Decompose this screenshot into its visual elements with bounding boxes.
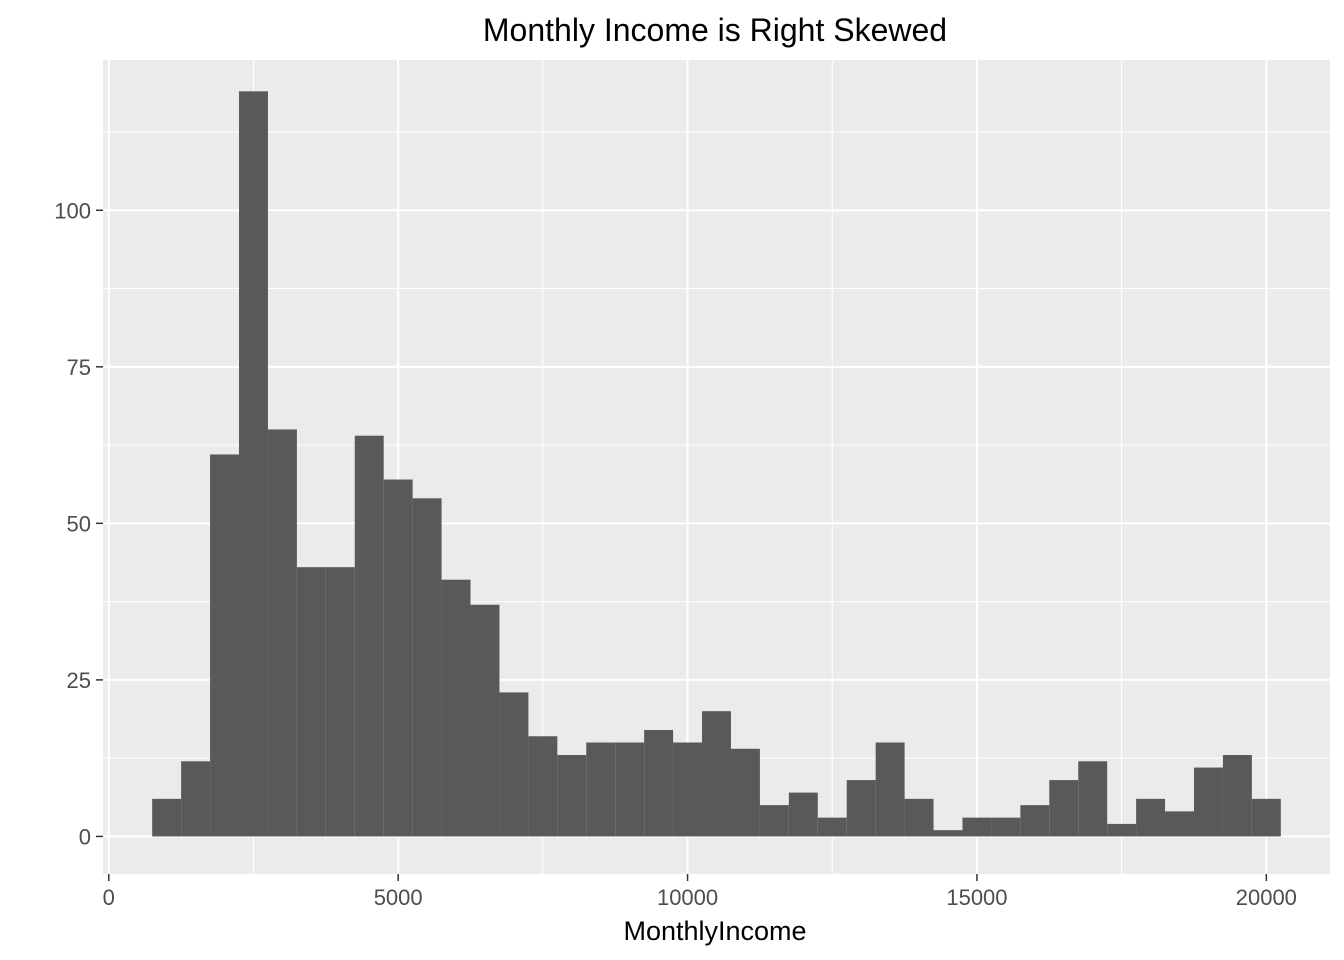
histogram-bar xyxy=(325,567,355,837)
histogram-bar xyxy=(962,817,992,837)
histogram-bar xyxy=(817,817,847,837)
histogram-bar xyxy=(759,805,789,837)
histogram-bar xyxy=(470,604,500,837)
minor-gridlines xyxy=(103,60,1330,874)
y-tick-label: 0 xyxy=(79,824,91,849)
histogram-bar xyxy=(296,567,326,837)
histogram-bar xyxy=(730,748,760,837)
histogram-bar xyxy=(644,729,674,837)
histogram-bar xyxy=(875,742,905,837)
histogram-bar xyxy=(210,454,240,837)
histogram-bar xyxy=(933,830,963,837)
chart-title: Monthly Income is Right Skewed xyxy=(483,12,947,48)
histogram-bar xyxy=(181,761,211,837)
histogram-bar xyxy=(904,798,934,837)
histogram-bar xyxy=(1078,761,1108,837)
histogram-bar xyxy=(788,792,818,837)
x-axis-label: MonthlyIncome xyxy=(623,916,806,946)
x-tick-label: 20000 xyxy=(1236,885,1297,910)
histogram-bar xyxy=(615,742,645,837)
y-tick-label: 25 xyxy=(67,668,91,693)
histogram-bars xyxy=(152,91,1281,837)
x-tick-label: 5000 xyxy=(374,885,423,910)
x-tick-label: 15000 xyxy=(946,885,1007,910)
y-tick-label: 100 xyxy=(54,198,91,223)
histogram-bar xyxy=(1222,755,1252,837)
x-tick-label: 0 xyxy=(103,885,115,910)
histogram-bar xyxy=(1193,767,1223,837)
histogram-bar xyxy=(152,798,182,837)
histogram-bar xyxy=(239,91,268,837)
histogram-bar xyxy=(1107,823,1137,837)
histogram-bar xyxy=(1049,780,1079,837)
x-tick-label: 10000 xyxy=(657,885,718,910)
histogram-bar xyxy=(557,755,587,837)
histogram-bar xyxy=(1165,811,1194,837)
histogram-bar xyxy=(1251,798,1281,837)
histogram-bar xyxy=(441,579,471,837)
histogram-bar xyxy=(586,742,616,837)
y-tick-label: 75 xyxy=(67,355,91,380)
histogram-bar xyxy=(528,736,558,837)
histogram-bar xyxy=(1136,798,1166,837)
histogram-bar xyxy=(412,498,442,837)
histogram-bar xyxy=(846,780,876,837)
x-axis: 0 5000 10000 15000 20000 xyxy=(103,874,1297,910)
histogram-bar xyxy=(354,435,384,837)
y-axis: 0 25 50 75 100 xyxy=(54,198,103,849)
histogram-bar xyxy=(499,692,529,837)
histogram-bar xyxy=(267,429,297,837)
histogram-bar xyxy=(1020,805,1050,837)
histogram-bar xyxy=(702,711,731,837)
histogram-bar xyxy=(991,817,1021,837)
histogram-bar xyxy=(383,479,413,837)
y-tick-label: 50 xyxy=(67,511,91,536)
histogram-bar xyxy=(673,742,703,837)
